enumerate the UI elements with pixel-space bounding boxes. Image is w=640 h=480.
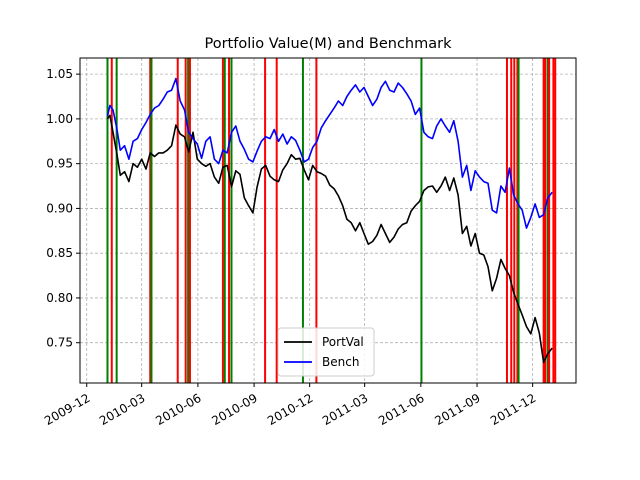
series-line-portval	[106, 114, 553, 364]
legend-label-bench: Bench	[322, 355, 359, 369]
grid	[80, 58, 576, 383]
y-tick-label: 0.85	[46, 246, 73, 260]
legend-label-portval: PortVal	[322, 335, 364, 349]
legend-box	[277, 327, 375, 377]
series-line-bench	[106, 77, 553, 229]
y-tick-label: 1.00	[46, 112, 73, 126]
y-tick-label: 0.80	[46, 291, 73, 305]
y-tick-label: 0.90	[46, 201, 73, 215]
plot-frame	[79, 57, 577, 384]
series-lines	[106, 77, 553, 364]
y-tick-label: 0.95	[46, 157, 73, 171]
y-tick-label: 1.05	[46, 67, 73, 81]
legend: PortVal Bench	[277, 327, 375, 377]
y-tick-label: 0.75	[46, 336, 73, 350]
chart-title: Portfolio Value(M) and Benchmark	[205, 36, 453, 52]
